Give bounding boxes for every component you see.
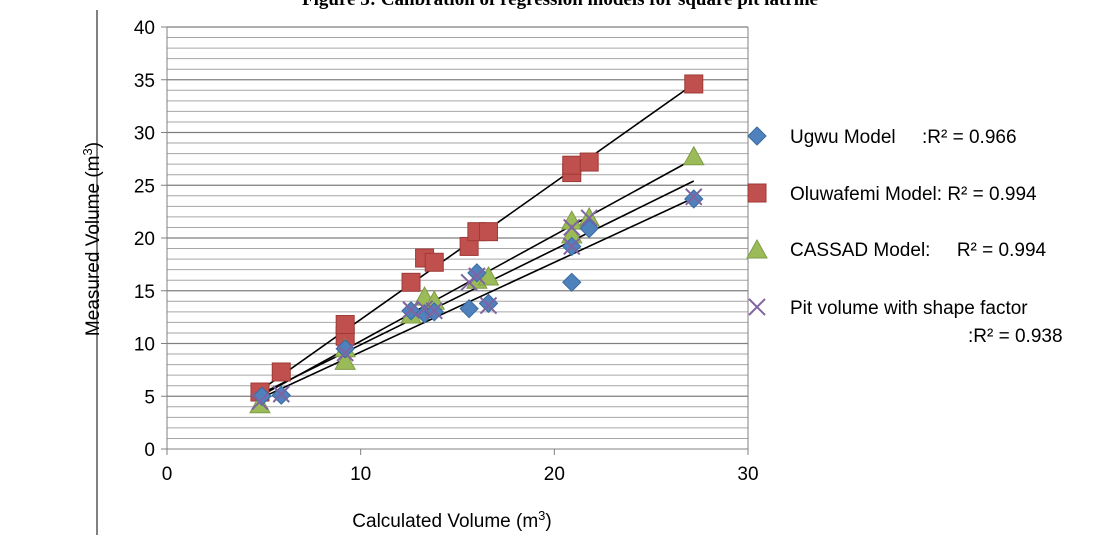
point-diamond [252,386,272,406]
x-tick-label: 10 [350,464,371,485]
point-diamond [478,293,499,314]
legend-triangle-icon [746,238,768,259]
chart-title: Figure 5: Calibration of regression mode… [302,0,818,10]
legend-item-cassad: CASSAD Model: R² = 0.994 [746,238,1047,261]
point-square [401,272,421,292]
point-square [562,155,582,175]
legend-item-shape-factor: Pit volume with shape factor :R² = 0.938 [748,298,1063,347]
point-square [335,315,355,335]
y-tick-label: 30 [134,124,155,145]
legend-x-icon [748,298,766,316]
point-diamond [684,189,704,209]
point-x [685,188,703,206]
point-x [563,218,581,237]
x-tick-label: 0 [162,464,173,485]
point-x [563,237,581,256]
trendline-series-0 [257,197,695,401]
x-tick-labels: 0 10 20 30 [162,464,759,485]
point-triangle [477,266,500,286]
legend-item-oluwafemi: Oluwafemi Model: R² = 0.994 [747,183,1037,205]
y-tick-label: 20 [134,229,155,250]
y-tick-label: 40 [134,18,155,39]
point-diamond [579,218,599,239]
y-tick-label: 35 [134,71,155,92]
point-x [272,385,290,403]
point-triangle [682,145,705,166]
y-tick-labels: 0 5 10 15 20 25 30 35 40 [134,18,155,461]
x-tick-label: 20 [544,464,565,485]
point-x [479,296,498,315]
legend-label-ugwu: Ugwu Model :R² = 0.966 [790,127,1017,148]
legend-label-cassad: CASSAD Model: R² = 0.994 [790,240,1047,261]
point-x [402,301,420,319]
y-tick-label: 0 [144,440,155,461]
x-tick-label: 30 [737,464,758,485]
point-square [579,152,599,172]
y-tick-label: 10 [134,335,155,356]
point-x [425,302,443,320]
point-diamond [562,272,582,293]
gridlines [167,26,748,439]
point-x [251,392,269,411]
axes [161,26,749,455]
point-diamond [459,298,479,319]
data-points [249,74,705,414]
point-x [336,344,354,362]
y-tick-label: 25 [134,176,155,197]
point-square [271,362,291,382]
point-square [684,74,704,94]
point-triangle [334,350,357,370]
y-tick-label: 15 [134,282,155,303]
legend-label-oluwafemi: Oluwafemi Model: R² = 0.994 [790,184,1037,205]
legend-item-ugwu: Ugwu Model :R² = 0.966 [747,126,1017,148]
legend: Ugwu Model :R² = 0.966 Oluwafemi Model: … [746,126,1063,347]
legend-label-shape-factor: Pit volume with shape factor [790,298,1028,319]
point-x [580,209,598,227]
point-x [468,267,486,285]
y-tick-label: 5 [144,387,155,408]
legend-diamond-icon [747,126,767,146]
point-square [478,222,498,242]
point-square [424,252,444,272]
y-axis-label: Measured Volume (m3) [80,142,104,336]
legend-square-icon [747,183,767,203]
point-x [460,273,478,292]
x-axis-label: Calculated Volume (m3) [352,508,551,532]
legend-label-shape-factor-r2: :R² = 0.938 [968,326,1063,347]
